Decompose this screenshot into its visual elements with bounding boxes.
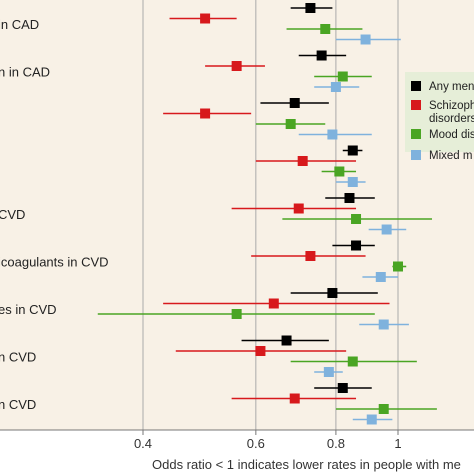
estimate-marker	[337, 71, 348, 82]
estimate-marker	[334, 166, 345, 177]
legend-swatch	[411, 129, 421, 139]
estimate-marker	[200, 108, 211, 119]
estimate-marker	[375, 272, 386, 282]
legend-label: Any men	[429, 81, 474, 93]
estimate-marker	[323, 367, 334, 377]
outcome-label: n in CAD	[0, 65, 50, 80]
outcome-label: CVD	[0, 207, 25, 222]
outcome-label: n CVD	[0, 397, 36, 412]
estimate-marker	[347, 177, 358, 187]
estimate-marker	[360, 34, 371, 45]
legend: Any men Schizoph disorders Mood dis Mixed m	[405, 72, 474, 162]
estimate-marker	[320, 24, 331, 34]
x-axis-ticks: 0.4 0.6 0.8 1	[134, 430, 402, 451]
estimate-marker	[289, 98, 300, 108]
legend-label: Schizoph disorders	[429, 100, 474, 125]
estimate-marker	[347, 145, 358, 156]
estimate-marker	[366, 414, 377, 425]
legend-label: Mood dis	[429, 129, 474, 141]
x-axis-label: Odds ratio < 1 indicates lower rates in …	[152, 457, 461, 472]
estimate-marker	[344, 193, 355, 203]
gridlines	[142, 0, 399, 430]
tick-label: 0.4	[134, 436, 152, 451]
tick-label: 1	[394, 436, 401, 451]
outcome-label: n CVD	[0, 350, 36, 365]
data-marks	[97, 3, 437, 425]
estimate-marker	[316, 50, 327, 61]
estimate-marker	[268, 298, 279, 309]
estimate-marker	[289, 393, 300, 404]
estimate-marker	[381, 224, 392, 235]
estimate-marker	[327, 288, 338, 298]
estimate-marker	[255, 346, 266, 356]
outcome-label: in CAD	[0, 17, 39, 32]
estimate-marker	[337, 383, 348, 393]
estimate-marker	[285, 119, 296, 129]
legend-swatch	[411, 100, 421, 110]
tick-label: 0.6	[247, 436, 265, 451]
estimate-marker	[378, 404, 389, 414]
legend-swatch	[411, 81, 421, 91]
estimate-marker	[378, 319, 389, 330]
estimate-marker	[231, 61, 242, 71]
estimate-marker	[393, 261, 403, 272]
legend-swatch	[411, 150, 421, 160]
plot-panel	[0, 0, 474, 430]
outcome-label: icoagulants in CVD	[0, 255, 109, 270]
estimate-marker	[293, 203, 304, 214]
outcome-labels: in CAD n in CAD CVD icoagulants in CVD es in…	[0, 17, 109, 412]
estimate-marker	[305, 251, 316, 261]
tick-label: 0.8	[327, 436, 345, 451]
estimate-marker	[327, 129, 338, 140]
estimate-marker	[297, 156, 308, 166]
estimate-marker	[231, 309, 242, 319]
estimate-marker	[281, 335, 292, 346]
estimate-marker	[330, 82, 341, 92]
estimate-marker	[351, 214, 362, 224]
estimate-marker	[200, 13, 211, 24]
estimate-marker	[305, 3, 316, 13]
estimate-marker	[347, 356, 358, 367]
estimate-marker	[351, 240, 362, 251]
legend-label: Mixed m	[429, 150, 472, 162]
outcome-label: es in CVD	[0, 302, 57, 317]
